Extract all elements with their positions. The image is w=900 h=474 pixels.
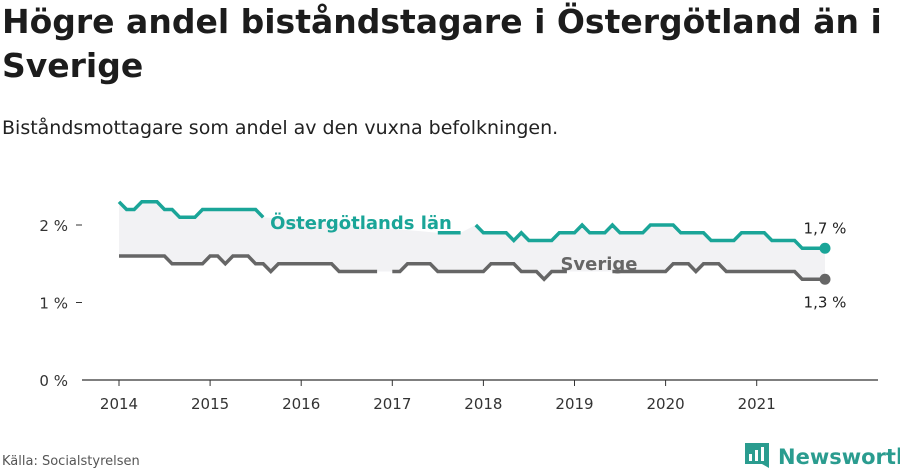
chart-title: Högre andel biståndstagare i Östergötlan… (2, 2, 882, 85)
x-tick-label: 2018 (464, 395, 502, 413)
x-tick-label: 2020 (647, 395, 685, 413)
x-axis: 2014 2015 2016 2017 2018 2019 2020 2021 (82, 379, 878, 413)
chart-subtitle: Biståndsmottagare som andel av den vuxna… (2, 117, 559, 139)
series-lines (117, 200, 831, 285)
series-gap-fill (119, 201, 825, 280)
y-tick-label: 1 % (39, 295, 68, 313)
x-tick-label: 2017 (373, 395, 411, 413)
brand-logo: Newsworthy (744, 441, 900, 473)
source-note: Källa: Socialstyrelsen (2, 454, 140, 469)
ostergotland-line (117, 200, 825, 251)
ostergotland-series-label: Östergötlands län (270, 212, 452, 234)
sverige-end-point (819, 273, 831, 285)
newsworthy-logo-icon (745, 443, 769, 468)
y-tick-label: 2 % (39, 217, 68, 235)
sverige-line (119, 254, 825, 282)
x-tick-label: 2015 (191, 395, 229, 413)
x-tick-label: 2016 (282, 395, 320, 413)
x-tick-label: 2014 (100, 395, 138, 413)
brand-name: Newsworthy (778, 445, 900, 469)
ostergotland-end-point (819, 242, 831, 254)
y-tick-label: 0 % (39, 372, 68, 390)
series-labels: 1,7 % 1,3 % Östergötlands län Sverige (270, 212, 846, 311)
ostergotland-end-label: 1,7 % (804, 219, 847, 237)
area-between-series (119, 201, 825, 280)
sverige-end-label: 1,3 % (804, 293, 847, 311)
x-tick-label: 2019 (555, 395, 593, 413)
sverige-series-label: Sverige (560, 254, 637, 275)
y-axis: 0 % 1 % 2 % (39, 217, 82, 390)
x-tick-label: 2021 (738, 395, 776, 413)
